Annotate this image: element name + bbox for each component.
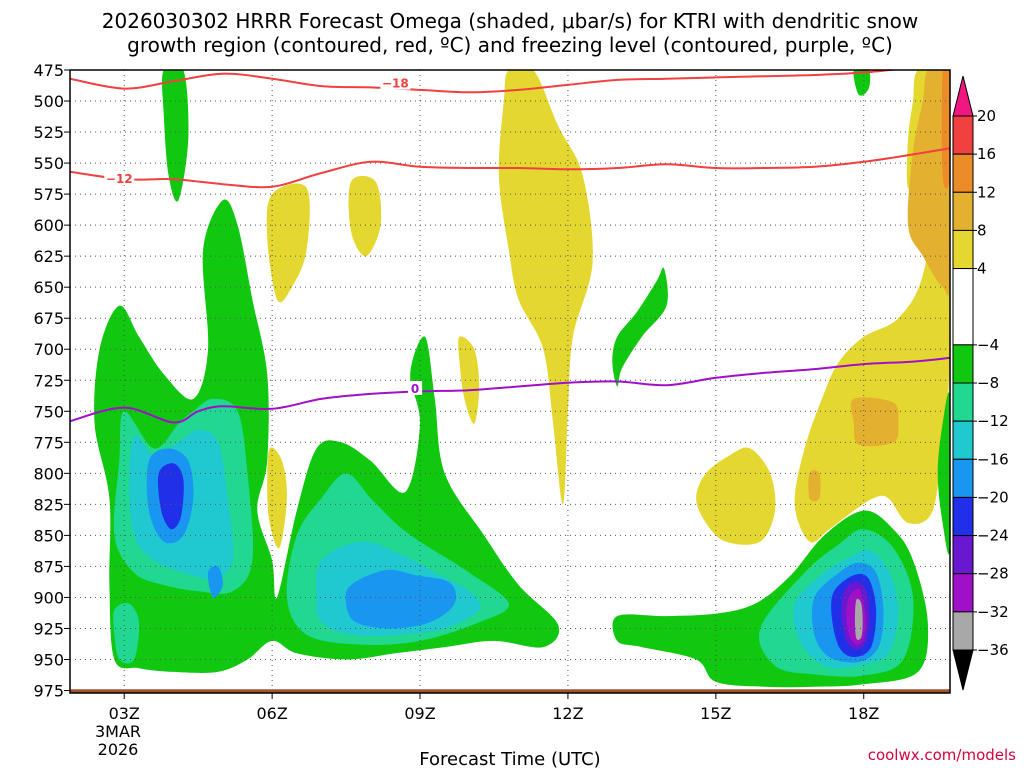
- y-tick-label-650: 650: [33, 278, 64, 297]
- omega-shaded-region-4: [267, 447, 287, 549]
- x-axis-title: Forecast Time (UTC): [419, 749, 600, 768]
- contour-line-freezing-level: [70, 356, 950, 424]
- y-tick-label-875: 875: [33, 557, 64, 576]
- omega-shaded-region-1: [348, 175, 382, 257]
- colorbar-band-6: [952, 382, 974, 422]
- omega-shaded-region-3: [458, 336, 480, 424]
- colorbar-band-11: [952, 573, 974, 613]
- omega-shaded-region-10: [808, 470, 821, 502]
- colorbar-tick-label-6: −8: [977, 374, 999, 392]
- y-tick-label-900: 900: [33, 588, 64, 607]
- chart-title-line-1: 2026030302 HRRR Forecast Omega (shaded, …: [102, 9, 918, 33]
- y-tick-label-800: 800: [33, 464, 64, 483]
- colorbar-tick-label-10: −24: [977, 527, 1009, 545]
- contour-line-dgz-minus18: [70, 70, 900, 94]
- y-tick-label-975: 975: [33, 682, 64, 701]
- colorbar-tick-label-4: 4: [977, 260, 987, 278]
- colorbar-band-10: [952, 535, 974, 575]
- colorbar-tick-label-12: −32: [977, 603, 1009, 621]
- y-tick-label-950: 950: [33, 650, 64, 669]
- omega-shaded-region-0: [266, 183, 310, 303]
- colorbar-tick-label-7: −12: [977, 412, 1009, 430]
- plot-area: −18 −12 0: [70, 70, 950, 693]
- y-tick-label-775: 775: [33, 433, 64, 452]
- x-tick-label-12Z: 12Z: [552, 704, 583, 723]
- colorbar-band-1: [952, 153, 974, 193]
- axes: 475 500 525 550 575 600 625 650 675 700 725 750 775 8…: [33, 61, 951, 723]
- date-label-year: 2026: [98, 740, 139, 759]
- surface-band: [70, 689, 950, 693]
- colorbar-band-0: [952, 115, 974, 155]
- omega-shaded-region-15: [937, 392, 950, 555]
- colorbar-tick-label-1: 16: [977, 145, 996, 163]
- y-tick-label-750: 750: [33, 402, 64, 421]
- date-label-month: 3MAR: [95, 722, 141, 741]
- contour-label-freezing-level: 0: [411, 382, 419, 396]
- contour-line-dgz-minus12: [70, 147, 950, 189]
- colorbar-band-8: [952, 458, 974, 498]
- colorbar-tick-label-8: −16: [977, 450, 1009, 468]
- x-tick-label-03Z: 03Z: [109, 704, 140, 723]
- omega-shaded-region-29: [157, 463, 184, 530]
- contour-label-bg-freezing-level: [408, 380, 423, 395]
- colorbar-band-7: [952, 420, 974, 460]
- omega-shaded-region-26: [345, 569, 457, 629]
- omega-shaded-region-14: [612, 267, 668, 387]
- chart-title-line-2: growth region (contoured, red, ºC) and f…: [127, 33, 893, 57]
- plot-frame: [69, 69, 951, 694]
- omega-shaded-region-11: [941, 70, 950, 189]
- omega-shaded-region-9: [850, 397, 899, 447]
- omega-shaded-region-13: [853, 70, 871, 96]
- contour-label-bg-dgz-minus18: [380, 75, 411, 90]
- colorbar-tick-label-2: 12: [977, 183, 996, 201]
- colorbar-min-arrow: [952, 649, 974, 691]
- credit-text[interactable]: coolwx.com/models: [868, 746, 1016, 764]
- omega-shaded-region-27: [207, 565, 223, 598]
- y-tick-label-500: 500: [33, 92, 64, 111]
- y-tick-label-700: 700: [33, 340, 64, 359]
- y-tick-label-625: 625: [33, 247, 64, 266]
- contour-label-bg-dgz-minus12: [104, 171, 135, 186]
- omega-shaded-region-33: [854, 598, 863, 640]
- omega-shaded-region-12: [162, 70, 189, 202]
- colorbar-tick-label-9: −20: [977, 488, 1009, 506]
- colorbar-band-4: [952, 268, 974, 346]
- colorbar-band-12: [952, 611, 974, 651]
- y-tick-label-675: 675: [33, 309, 64, 328]
- colorbar-tick-label-3: 8: [977, 221, 987, 239]
- x-tick-label-15Z: 15Z: [700, 704, 731, 723]
- y-tick-label-600: 600: [33, 216, 64, 235]
- colorbar-tick-label-11: −28: [977, 565, 1009, 583]
- omega-colorbar: 20 16 12 8 4 −4 −8 −12 −16 −20 −24 −28 −32 −36: [952, 75, 1009, 691]
- y-tick-label-475: 475: [33, 61, 64, 80]
- colorbar-band-3: [952, 229, 974, 270]
- y-tick-label-925: 925: [33, 619, 64, 638]
- colorbar-tick-label-0: 20: [977, 107, 996, 125]
- y-tick-label-850: 850: [33, 526, 64, 545]
- y-tick-label-575: 575: [33, 185, 64, 204]
- x-tick-label-18Z: 18Z: [848, 704, 879, 723]
- y-tick-label-525: 525: [33, 123, 64, 142]
- y-tick-label-725: 725: [33, 371, 64, 390]
- omega-shaded-region-8: [907, 70, 950, 296]
- colorbar-tick-label-13: −36: [977, 641, 1009, 659]
- omega-shaded-region-6: [794, 70, 950, 543]
- colorbar-tick-label-5: −4: [977, 336, 999, 354]
- contour-label-dgz-minus12: −12: [106, 172, 133, 186]
- contour-label-dgz-minus18: −18: [382, 77, 409, 91]
- colorbar-band-9: [952, 496, 974, 537]
- x-tick-label-09Z: 09Z: [404, 704, 435, 723]
- colorbar-band-5: [952, 344, 974, 384]
- y-tick-label-550: 550: [33, 154, 64, 173]
- colorbar-max-arrow: [952, 75, 974, 117]
- colorbar-band-2: [952, 191, 974, 231]
- y-tick-label-825: 825: [33, 495, 64, 514]
- plot-content: −18 −12 0: [70, 70, 950, 693]
- x-tick-label-06Z: 06Z: [256, 704, 287, 723]
- omega-shaded-region-20: [113, 602, 140, 664]
